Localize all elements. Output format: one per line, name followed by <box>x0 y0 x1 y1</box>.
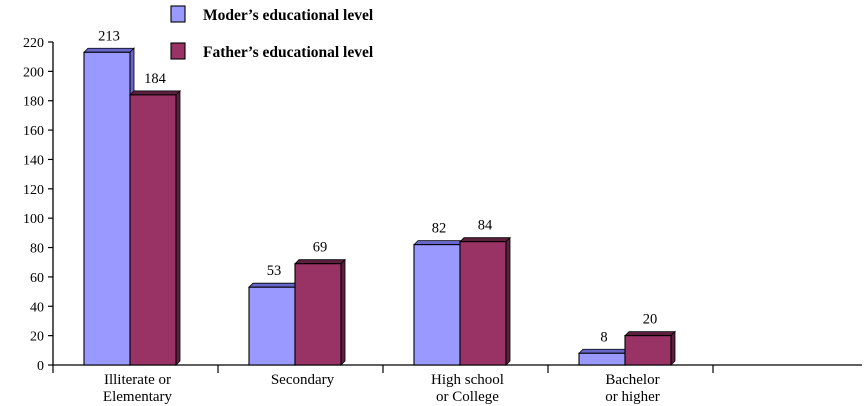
data-label: 184 <box>144 71 167 87</box>
bar-top-face <box>459 237 511 243</box>
bars <box>83 47 676 366</box>
data-label: 84 <box>478 218 493 234</box>
bar-side-face <box>175 89 181 366</box>
y-tick-label: 60 <box>30 271 44 286</box>
data-label: 69 <box>313 240 328 256</box>
data-label: 8 <box>600 329 607 345</box>
bar-side-face <box>670 330 676 366</box>
data-label: 53 <box>267 263 282 279</box>
y-tick-label: 100 <box>23 212 44 227</box>
x-tick-label: or higher <box>605 389 660 405</box>
data-label: 82 <box>432 221 447 237</box>
y-tick-label: 140 <box>23 153 44 168</box>
legend-label: Father’s educational level <box>203 44 374 61</box>
bar <box>248 286 296 366</box>
legend-label: Moder’s educational level <box>203 7 374 24</box>
legend-swatch <box>170 42 186 60</box>
bar-top-face <box>294 259 346 265</box>
bar-side-face <box>505 236 511 366</box>
y-tick-label: 20 <box>30 330 44 345</box>
bar-top-face <box>578 348 630 354</box>
bar-top-face <box>129 90 181 96</box>
bar <box>624 335 672 366</box>
bar <box>459 241 507 366</box>
x-tick-label: or College <box>436 389 499 405</box>
y-tick-label: 180 <box>23 95 44 110</box>
data-label: 20 <box>643 312 658 328</box>
bar-top-face <box>83 47 135 53</box>
bar <box>578 352 626 366</box>
bar-top-face <box>413 240 465 246</box>
x-tick-label: Secondary <box>271 372 335 388</box>
y-axis: 0 20 40 60 80 100 120 140 160 180 200 220 <box>23 36 54 374</box>
bar <box>83 51 131 366</box>
x-tick-label: High school <box>431 372 504 388</box>
x-tick-label: Bachelor <box>605 372 659 388</box>
y-tick-label: 0 <box>37 359 44 374</box>
y-tick-label: 120 <box>23 183 44 198</box>
x-tick-label: Elementary <box>103 389 173 405</box>
bar-top-face <box>624 331 676 337</box>
data-labels: 213 184 53 69 82 84 8 20 <box>98 28 657 345</box>
bar-top-face <box>248 282 300 288</box>
y-tick-label: 160 <box>23 124 44 139</box>
bar-side-face <box>340 258 346 366</box>
y-tick-label: 200 <box>23 65 44 80</box>
data-label: 213 <box>98 28 120 44</box>
y-tick-label: 80 <box>30 242 44 257</box>
bar <box>413 244 461 366</box>
legend-swatch <box>170 5 186 23</box>
y-tick-label: 220 <box>23 36 44 51</box>
bar <box>294 263 342 366</box>
x-tick-label: Illiterate or <box>104 372 171 388</box>
bar <box>129 94 177 366</box>
legend: Moder’s educational level Father’s educat… <box>170 5 374 61</box>
y-tick-label: 40 <box>30 300 44 315</box>
